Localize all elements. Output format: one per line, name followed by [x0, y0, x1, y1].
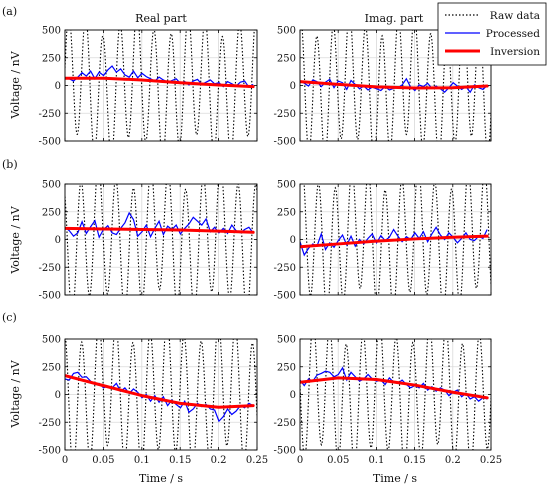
series-inversion	[65, 226, 255, 234]
series-group	[65, 339, 257, 450]
x-tick-label: 0.25	[246, 455, 268, 466]
y-tick-label: 0	[55, 390, 61, 401]
x-tick-label: 0.2	[211, 455, 227, 466]
x-tick-label: 0.15	[403, 455, 425, 466]
panel-b-imag: 500 250 0 -250 -500	[274, 180, 492, 302]
y-tick-label: -250	[274, 263, 296, 274]
xlabel-right: Time / s	[373, 472, 417, 485]
x-tick-label: 0	[297, 455, 303, 466]
y-tick-label: 0	[290, 390, 296, 401]
panel-letter-a: (a)	[2, 5, 17, 18]
y-tick-label: 0	[290, 235, 296, 246]
series-group	[300, 184, 491, 295]
ylabel-c: Voltage / nV	[9, 359, 22, 428]
y-tick-label: 500	[42, 26, 61, 37]
legend-box	[437, 2, 547, 66]
y-tick-label: 250	[277, 207, 296, 218]
series-raw-data	[301, 30, 491, 141]
series-inversion	[300, 376, 489, 400]
y-tick-label: -500	[274, 291, 296, 302]
y-tick-label: 500	[277, 335, 296, 346]
y-tick-label: 250	[42, 53, 61, 64]
column-title-real: Real part	[135, 12, 187, 25]
series-raw-data	[300, 339, 491, 450]
x-tick-label: 0.05	[327, 455, 349, 466]
y-tick-label: 250	[42, 362, 61, 373]
y-tick-label: -250	[274, 109, 296, 120]
y-tick-label: -500	[274, 137, 296, 148]
x-tick-label: 0.1	[134, 455, 150, 466]
legend-label-raw: Raw data	[490, 10, 540, 22]
xlabel-left: Time / s	[139, 472, 183, 485]
legend: Raw data Processed Inversion	[437, 2, 547, 66]
panel-letter-b: (b)	[2, 158, 18, 171]
y-tick-label: 250	[277, 362, 296, 373]
y-tick-label: -500	[39, 291, 61, 302]
y-tick-label: 0	[290, 81, 296, 92]
y-tick-label: 250	[42, 207, 61, 218]
series-group	[65, 184, 257, 295]
series-group	[300, 339, 491, 450]
series-inversion	[300, 80, 489, 90]
series-group	[300, 30, 491, 141]
x-tick-label: 0.15	[169, 455, 191, 466]
y-tick-label: 250	[277, 53, 296, 64]
y-tick-label: 500	[277, 26, 296, 37]
series-raw-data	[65, 30, 255, 141]
panel-b-real: 500 250 0 -250 -500	[39, 180, 258, 302]
x-tick-label: 0.2	[445, 455, 461, 466]
series-inversion	[65, 76, 255, 89]
x-tick-label: 0.25	[480, 455, 502, 466]
panels-layer: 500 250 0 -250 -500 500 250 0 -250 -500 500 250 0 -25…	[39, 26, 503, 467]
y-tick-label: -250	[39, 418, 61, 429]
column-title-imag: Imag. part	[365, 12, 424, 25]
legend-label-inversion: Inversion	[490, 46, 540, 58]
y-tick-label: -500	[39, 446, 61, 457]
y-tick-label: 500	[42, 180, 61, 191]
series-inversion	[300, 234, 489, 249]
panel-letter-c: (c)	[2, 311, 17, 324]
y-tick-label: 0	[55, 81, 61, 92]
ylabel-a: Voltage / nV	[9, 50, 22, 119]
ylabel-b: Voltage / nV	[9, 205, 22, 274]
y-tick-label: 0	[55, 235, 61, 246]
x-tick-label: 0.05	[92, 455, 114, 466]
y-tick-label: 500	[277, 180, 296, 191]
series-group	[65, 30, 255, 141]
series-raw-data	[65, 339, 257, 450]
legend-label-processed: Processed	[486, 28, 540, 40]
y-tick-label: -500	[39, 137, 61, 148]
x-tick-label: 0.1	[368, 455, 384, 466]
x-tick-label: 0	[62, 455, 68, 466]
y-tick-label: -250	[274, 418, 296, 429]
series-inversion	[65, 374, 255, 409]
panel-a-real: 500 250 0 -250 -500	[39, 26, 258, 148]
y-tick-label: -500	[274, 446, 296, 457]
y-tick-label: -250	[39, 109, 61, 120]
y-tick-label: -250	[39, 263, 61, 274]
y-tick-label: 500	[42, 335, 61, 346]
